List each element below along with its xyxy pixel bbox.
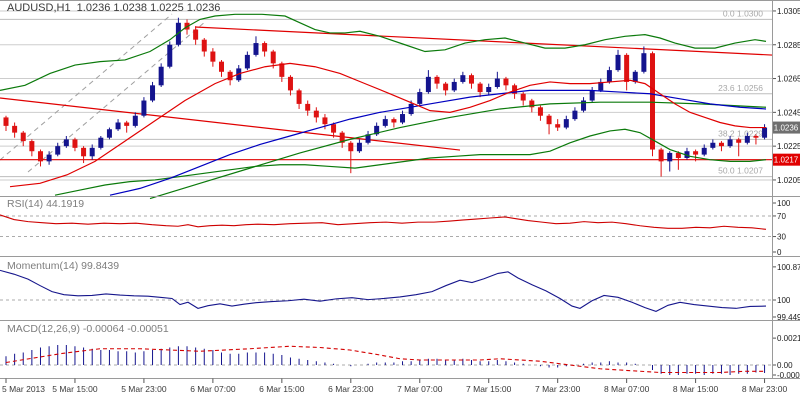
svg-text:0.0 1.0300: 0.0 1.0300 bbox=[723, 8, 763, 18]
svg-text:5 Mar 23:00: 5 Mar 23:00 bbox=[121, 384, 167, 394]
svg-text:8 Mar 15:00: 8 Mar 15:00 bbox=[673, 384, 719, 394]
macd-indicator-label: MACD(12,26,9) -0.00064 -0.00051 bbox=[7, 323, 169, 335]
rsi-indicator-label: RSI(14) 44.1919 bbox=[7, 198, 85, 210]
chart-title: AUDUSD,H1 1.0236 1.0238 1.0225 1.0236 bbox=[7, 2, 221, 14]
svg-text:7 Mar 15:00: 7 Mar 15:00 bbox=[466, 384, 512, 394]
svg-text:100: 100 bbox=[777, 296, 791, 305]
svg-text:-0.00085: -0.00085 bbox=[777, 371, 800, 380]
panel-borders bbox=[0, 0, 800, 379]
svg-text:100: 100 bbox=[777, 199, 791, 208]
svg-text:1.0285: 1.0285 bbox=[777, 41, 800, 50]
time-axis[interactable]: 5 Mar 2013 5 Mar 15:00 5 Mar 23:00 6 Mar 07… bbox=[2, 378, 788, 395]
candlesticks bbox=[3, 17, 768, 177]
svg-text:0.00215: 0.00215 bbox=[777, 334, 800, 343]
ask-price-badge: 1.0217 bbox=[772, 153, 800, 166]
current-price-badge: 1.0236 bbox=[772, 121, 800, 134]
macd-panel: 0.00215 0.00-0.00085 bbox=[0, 334, 800, 380]
svg-text:8 Mar 23:00: 8 Mar 23:00 bbox=[742, 384, 788, 394]
svg-text:0.00: 0.00 bbox=[777, 361, 793, 370]
svg-text:70: 70 bbox=[777, 212, 786, 221]
svg-text:1.0236: 1.0236 bbox=[774, 124, 799, 133]
momentum-indicator-label: Momentum(14) 99.8439 bbox=[7, 260, 120, 272]
svg-text:1.0305: 1.0305 bbox=[777, 7, 800, 16]
svg-text:5 Mar 2013: 5 Mar 2013 bbox=[2, 384, 45, 394]
svg-text:6 Mar 07:00: 6 Mar 07:00 bbox=[190, 384, 236, 394]
ma-overlays bbox=[0, 13, 767, 200]
svg-text:1.0245: 1.0245 bbox=[777, 108, 800, 117]
svg-text:6 Mar 15:00: 6 Mar 15:00 bbox=[259, 384, 305, 394]
svg-text:1.0217: 1.0217 bbox=[774, 156, 799, 165]
svg-text:50.0 1.0207: 50.0 1.0207 bbox=[718, 166, 763, 176]
red-trendlines bbox=[0, 26, 773, 151]
svg-text:99.4491: 99.4491 bbox=[777, 313, 800, 322]
rsi-panel: 100 70 30 0 bbox=[0, 199, 791, 257]
fibonacci-retracement: 0.0 1.0300 23.6 1.0256 38.2 1.0229 50.0 1.0… bbox=[0, 8, 772, 178]
svg-text:0: 0 bbox=[777, 248, 782, 257]
svg-text:38.2 1.0229: 38.2 1.0229 bbox=[718, 128, 763, 138]
svg-text:5 Mar 15:00: 5 Mar 15:00 bbox=[52, 384, 98, 394]
svg-text:23.6 1.0256: 23.6 1.0256 bbox=[718, 83, 763, 93]
svg-text:1.0205: 1.0205 bbox=[777, 176, 800, 185]
svg-text:8 Mar 07:00: 8 Mar 07:00 bbox=[604, 384, 650, 394]
svg-text:1.0265: 1.0265 bbox=[777, 75, 800, 84]
svg-text:30: 30 bbox=[777, 233, 786, 242]
momentum-panel: 100.8718 100 99.4491 bbox=[0, 263, 800, 322]
svg-text:6 Mar 23:00: 6 Mar 23:00 bbox=[328, 384, 374, 394]
svg-text:7 Mar 07:00: 7 Mar 07:00 bbox=[397, 384, 443, 394]
svg-text:7 Mar 23:00: 7 Mar 23:00 bbox=[535, 384, 581, 394]
svg-text:100.8718: 100.8718 bbox=[777, 263, 800, 272]
svg-text:1.0225: 1.0225 bbox=[777, 142, 800, 151]
